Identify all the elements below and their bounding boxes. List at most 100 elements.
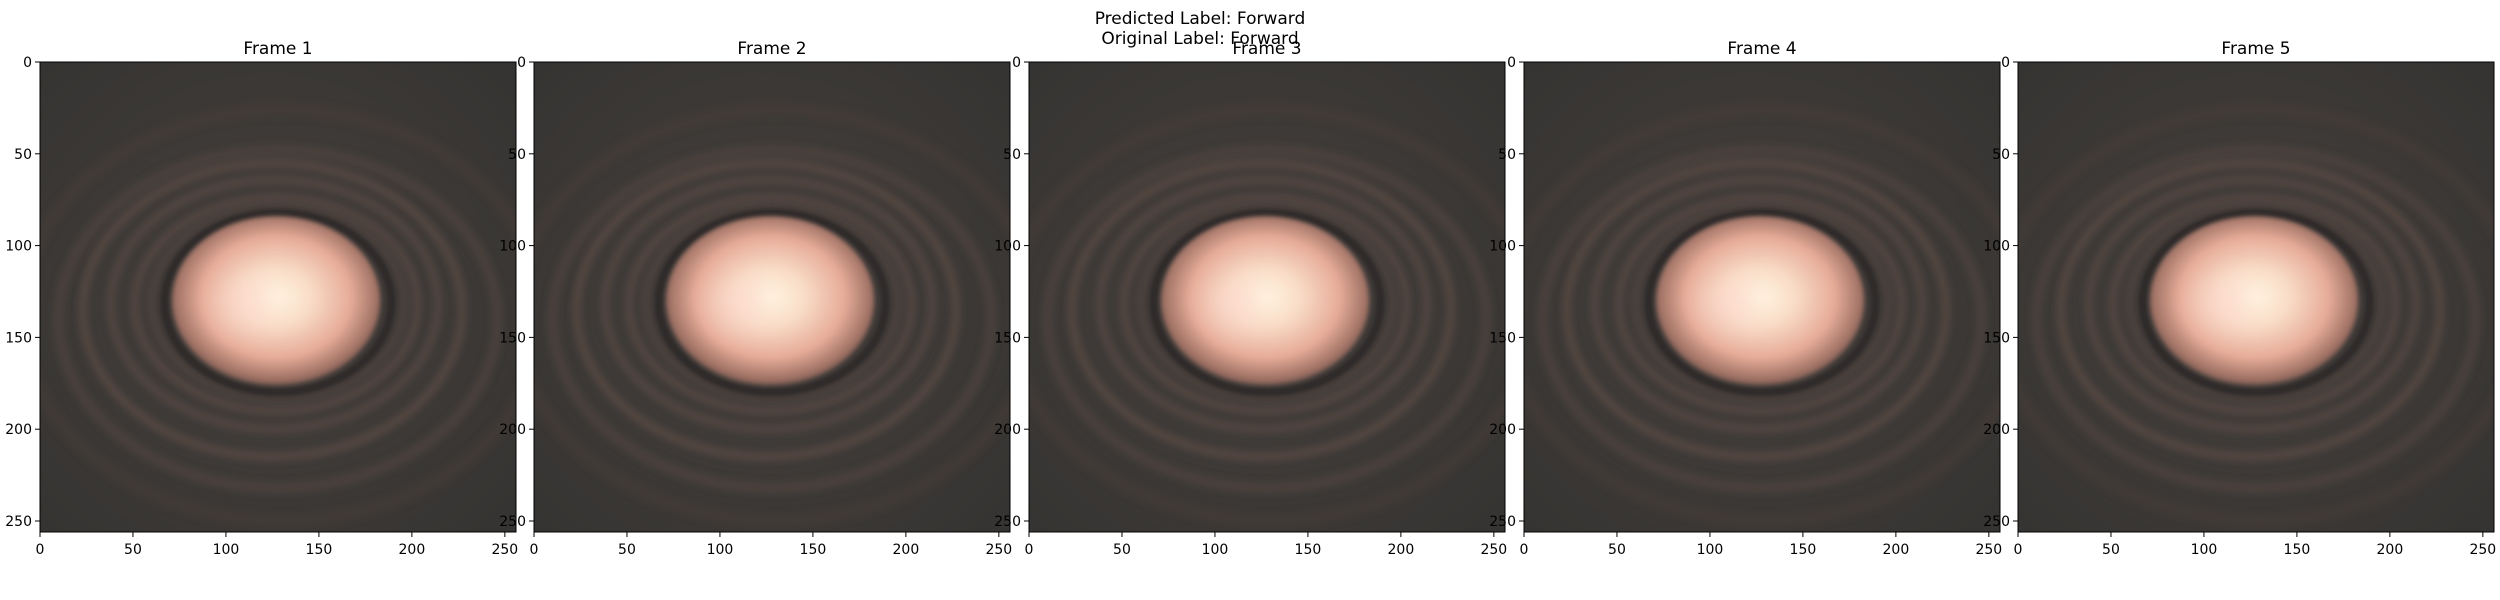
ring <box>2127 205 2385 400</box>
frame-title: Frame 1 <box>243 39 312 59</box>
frame-title: Frame 5 <box>2221 39 2290 59</box>
y-tick-label: 50 <box>1003 147 1021 163</box>
y-tick-label: 0 <box>517 55 526 71</box>
x-tick-label: 50 <box>618 542 636 558</box>
ring <box>1563 159 1950 461</box>
y-tick-label: 200 <box>994 422 1021 438</box>
suptitle-predicted: Predicted Label: Forward <box>1094 9 1306 29</box>
ring <box>40 103 516 527</box>
core-glow <box>1683 263 1774 345</box>
x-tick-label: 50 <box>2102 542 2120 558</box>
y-tick-label: 50 <box>14 147 32 163</box>
x-tick-label: 200 <box>893 542 920 558</box>
core-glow <box>693 263 784 345</box>
axes-frame <box>39 61 517 533</box>
x-tick-label: 250 <box>985 542 1012 558</box>
x-tick-label: 0 <box>530 542 539 558</box>
x-tick-label: 250 <box>2469 542 2496 558</box>
y-tick-label: 250 <box>5 514 32 530</box>
ring <box>107 176 441 433</box>
ring <box>601 176 935 433</box>
ring <box>2031 145 2481 493</box>
ring <box>643 205 901 400</box>
x-tick-label: 100 <box>1202 542 1229 558</box>
ring <box>53 145 503 493</box>
y-tick-label: 0 <box>23 55 32 71</box>
y-tick-label: 150 <box>1983 330 2010 346</box>
ring <box>1524 103 2000 527</box>
x-tick-label: 0 <box>1025 542 1034 558</box>
x-tick-label: 250 <box>1480 542 1507 558</box>
ring <box>1029 103 1505 527</box>
x-tick-label: 150 <box>800 542 827 558</box>
y-tick-label: 0 <box>1012 55 1021 71</box>
y-tick-label: 200 <box>1983 422 2010 438</box>
frame-image <box>1029 62 1505 532</box>
y-tick-label: 150 <box>1489 330 1516 346</box>
y-tick-label: 250 <box>499 514 526 530</box>
axes-frame <box>1028 61 1506 533</box>
y-tick-label: 100 <box>1983 239 2010 255</box>
suptitle-original: Original Label: Forward <box>1101 29 1299 49</box>
ring <box>1068 159 1455 461</box>
ring <box>149 205 407 400</box>
y-tick-label: 0 <box>1507 55 1516 71</box>
y-tick-label: 250 <box>1983 514 2010 530</box>
core-glow <box>199 263 290 345</box>
ring <box>2057 159 2444 461</box>
x-tick-label: 150 <box>306 542 333 558</box>
y-tick-label: 200 <box>5 422 32 438</box>
core-halo <box>1149 208 1385 397</box>
ring <box>573 159 960 461</box>
core-glow <box>1188 263 1279 345</box>
frame-image <box>1524 62 2000 532</box>
frame-image <box>40 62 516 532</box>
ring <box>1537 145 1987 493</box>
frame-title: Frame 4 <box>1727 39 1796 59</box>
frame-image <box>534 62 1010 532</box>
y-tick-label: 100 <box>499 239 526 255</box>
y-tick-label: 250 <box>994 514 1021 530</box>
y-tick-label: 200 <box>1489 422 1516 438</box>
axes-frame <box>533 61 1011 533</box>
x-tick-label: 250 <box>491 542 518 558</box>
x-tick-label: 100 <box>213 542 240 558</box>
ring <box>547 145 997 493</box>
x-tick-label: 200 <box>399 542 426 558</box>
core-glow <box>2177 263 2268 345</box>
ring <box>1633 205 1891 400</box>
y-tick-label: 150 <box>994 330 1021 346</box>
x-tick-label: 0 <box>1520 542 1529 558</box>
ring <box>2018 103 2494 527</box>
y-tick-label: 100 <box>1489 239 1516 255</box>
x-tick-label: 50 <box>1113 542 1131 558</box>
x-tick-label: 100 <box>707 542 734 558</box>
x-tick-label: 200 <box>1388 542 1415 558</box>
ring <box>1616 195 1904 414</box>
y-tick-label: 50 <box>1498 147 1516 163</box>
ring <box>79 159 466 461</box>
x-tick-label: 0 <box>2014 542 2023 558</box>
x-tick-label: 50 <box>124 542 142 558</box>
ring <box>626 195 914 414</box>
ring <box>1591 176 1925 433</box>
x-tick-label: 50 <box>1608 542 1626 558</box>
y-tick-label: 200 <box>499 422 526 438</box>
y-tick-label: 50 <box>1992 147 2010 163</box>
ring <box>132 195 420 414</box>
core-halo <box>654 208 890 397</box>
ring <box>1042 145 1492 493</box>
core-halo <box>2138 208 2374 397</box>
x-tick-label: 200 <box>2377 542 2404 558</box>
ring <box>534 103 1010 527</box>
frame-title: Frame 3 <box>1232 39 1301 59</box>
x-tick-label: 150 <box>1295 542 1322 558</box>
frame-title: Frame 2 <box>737 39 806 59</box>
y-tick-label: 0 <box>2001 55 2010 71</box>
ring <box>2085 176 2419 433</box>
